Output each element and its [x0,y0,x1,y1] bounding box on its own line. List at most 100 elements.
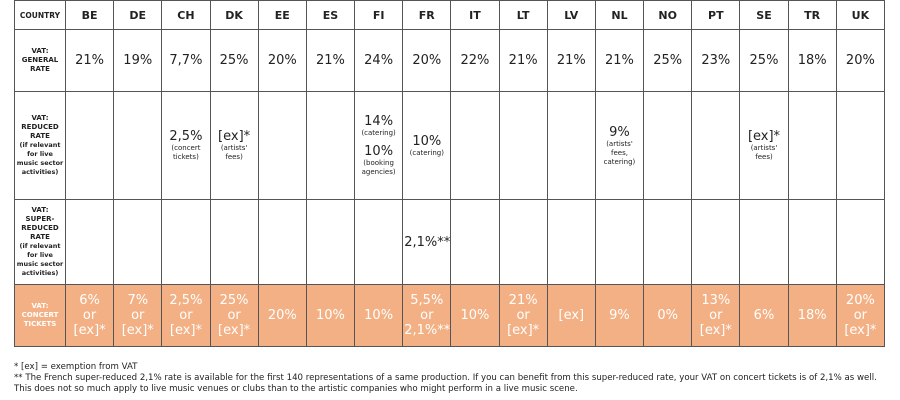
cell-value: [ex] [558,308,585,323]
cell-note: (catering) [361,129,396,137]
cell: 25% [739,29,789,92]
header-cell: BE [64,0,115,30]
footnotes: * [ex] = exemption from VAT ** The French… [14,362,886,395]
cell [643,91,693,200]
cell [787,91,837,200]
cell: 2,5% (concert tickets) [161,91,211,200]
cell: [ex]* (artists' fees) [209,91,259,200]
cell: 24% [354,29,404,92]
cell [450,199,500,285]
cell: 21% [498,29,548,92]
cell-value: [ex]* [844,323,877,338]
cell [498,91,548,200]
cell: 21% [594,29,645,92]
cell: 10% [354,284,404,347]
cell: 18% [787,29,837,92]
cell-value: [ex]* [507,323,540,338]
cell-value: 6% [753,308,775,323]
cell-value: 25% [749,53,779,68]
cell: 10% [450,284,500,347]
cell: 21% [546,29,596,92]
cell-value: 21% [75,53,105,68]
header-cell: SE [739,0,789,30]
cell-value: 21% [556,53,586,68]
table-row: VAT: SUPER-REDUCED RATE (if relevant for … [14,199,886,285]
cell-value: 20% [412,53,442,68]
header-cell: LV [546,0,596,30]
cell-value: [ex]* [699,323,732,338]
cell: 25% [643,29,693,92]
header-cell: LT [498,0,548,30]
cell-value: or [82,308,97,323]
header-cell: EE [257,0,307,30]
cell: 9% (artists' fees, catering) [594,91,645,200]
cell-rate: 10% [412,133,442,149]
cell: 23% [691,29,741,92]
cell-note: (catering) [409,148,444,157]
cell [161,199,211,285]
cell: [ex]* (artists' fees) [739,91,789,200]
cell-value: or [853,308,868,323]
header-cell: COUNTRY [14,0,66,30]
cell: 19% [113,29,163,92]
cell-note: (artists' fees, catering) [603,139,636,166]
cell-value: 18% [797,53,827,68]
cell-value: [ex]* [73,323,106,338]
row-label-text: VAT: GENERAL RATE [21,47,59,73]
cell-value: 7% [127,293,149,308]
cell-value: or [227,308,241,323]
cell [305,199,356,285]
cell [209,199,259,285]
header-cell: DE [113,0,163,30]
cell: 5,5% or 2,1%** [402,284,452,347]
table-row: VAT: CONCERT TICKETS 6% or [ex]* 7% or [ex]* 2,… [14,284,886,347]
cell-value: 20% [845,53,875,68]
cell [835,199,886,285]
cell [64,199,115,285]
row-label-text: VAT: SUPER-REDUCED RATE [21,206,59,241]
cell [691,91,741,200]
cell-note: (artists' fees) [220,144,248,161]
cell-value: 5,5% [410,293,444,308]
cell-value: 20% [845,293,875,308]
cell-value: 7,7% [169,53,203,68]
cell-value: 21% [315,53,345,68]
footnote: * [ex] = exemption from VAT [14,362,138,372]
cell [691,199,741,285]
cell-value: or [131,308,145,323]
header-cell: FR [402,0,452,30]
cell-value: 2,5% [169,293,203,308]
header-cell: NL [594,0,645,30]
row-label: VAT: CONCERT TICKETS [14,284,66,347]
cell [64,91,115,200]
cell: 20% or [ex]* [835,284,886,347]
cell-value: 2,1%** [404,323,451,338]
cell-value: or [709,308,723,323]
cell: 20% [257,284,307,347]
row-label: VAT: SUPER-REDUCED RATE (if relevant for … [14,199,66,285]
cell [643,199,693,285]
cell [787,199,837,285]
header-cell: ES [305,0,356,30]
cell: 6% [739,284,789,347]
cell: 0% [643,284,693,347]
header-cell: FI [354,0,404,30]
row-sublabel: (if relevant for live music sector activ… [16,141,64,176]
cell-rate: 2,1%** [404,234,451,250]
cell-value: 21% [508,53,538,68]
cell [113,199,163,285]
cell: 22% [450,29,500,92]
cell: 20% [257,29,307,92]
table-row: VAT: GENERAL RATE 21% 19% 7,7% 25% 20% 21% 24% 2… [14,29,886,92]
cell [450,91,500,200]
cell-value: [ex]* [169,323,202,338]
footnote: ** The French super-reduced 2,1% rate is… [14,373,877,394]
cell-rate: [ex]* [218,129,251,144]
cell-rate: [ex]* [747,129,781,144]
cell [257,91,307,200]
vat-table: COUNTRY BE DE CH DK EE ES FI FR IT LT LV NL NO PT SE TR U… [14,0,886,347]
cell-value: 10% [315,308,345,323]
cell: 18% [787,284,837,347]
row-label: VAT: GENERAL RATE [14,29,66,92]
cell-value: 21% [605,53,634,68]
